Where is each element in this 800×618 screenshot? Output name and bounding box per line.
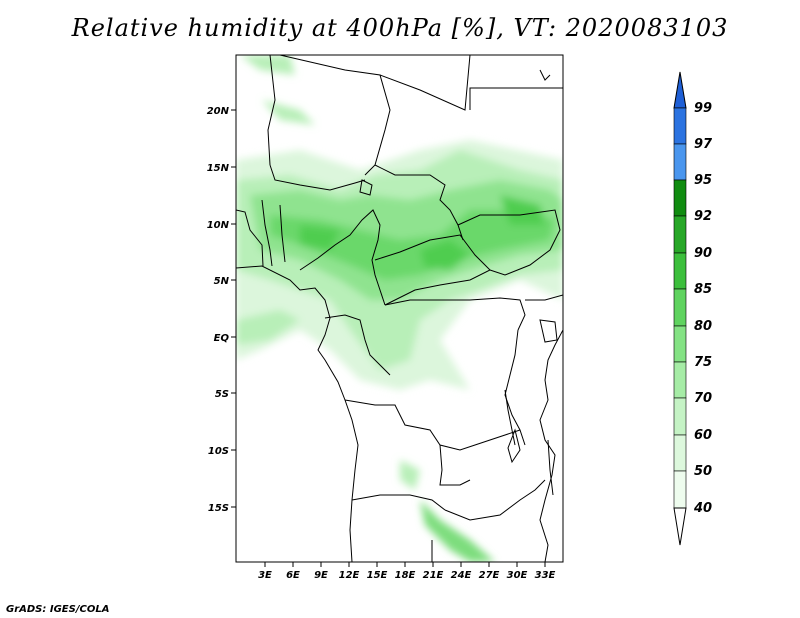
border-egypt-sudan: [469, 87, 563, 110]
lat-tick-label: 15S: [208, 503, 229, 514]
colorbar-label: 90: [694, 246, 712, 261]
colorbar-band: [673, 288, 687, 327]
lake-chad: [359, 179, 373, 196]
humidity-southeast-band: [420, 500, 495, 562]
colorbar-label: 40: [693, 501, 712, 516]
border-chad-sudan: [374, 164, 464, 241]
lake-victoria: [539, 319, 558, 343]
border-mali-niger: [267, 55, 276, 166]
border-zambia-zimbabwe: [444, 479, 546, 521]
colorbar-band: [673, 215, 687, 254]
lake-malawi: [547, 439, 554, 496]
border-west-coast: [236, 209, 264, 267]
border-ghana-togo: [261, 199, 273, 267]
humidity-southeast-band-2: [400, 460, 420, 490]
border-nigeria-cameroon: [299, 209, 386, 306]
border-drc-north: [384, 297, 526, 331]
lon-tick-label: 18E: [395, 570, 416, 581]
country-borders: [236, 55, 563, 562]
map-frame: [235, 54, 564, 563]
colorbar-label: 85: [694, 282, 712, 297]
lake-kyoga: [507, 428, 521, 464]
lon-axis: 3E 6E 9E 12E 15E 18E 21E 24E 27E 30E 33E: [258, 562, 556, 581]
humidity-band-80b: [500, 195, 545, 225]
humidity-top-patch-2: [262, 100, 315, 125]
grads-credit: GrADS: IGES/COLA: [6, 604, 110, 615]
humidity-band-80c: [300, 225, 340, 250]
lon-tick-label: 3E: [258, 570, 272, 581]
lon-tick-label: 21E: [423, 570, 444, 581]
colorbar-top-arrow: [673, 71, 687, 109]
lat-tick-label: EQ: [214, 333, 230, 344]
colorbar-label: 70: [694, 391, 712, 406]
border-congo-gabon: [324, 314, 391, 376]
colorbar-band: [673, 143, 687, 181]
colorbar-band: [673, 107, 687, 145]
colorbar-label: 75: [694, 355, 712, 370]
humidity-shading: [236, 55, 563, 562]
lon-tick-label: 12E: [339, 570, 360, 581]
border-benin: [279, 204, 286, 263]
colorbar-label: 99: [694, 101, 712, 116]
border-kenya-uganda: [525, 294, 563, 301]
colorbar-label: 50: [694, 464, 712, 479]
colorbar: 99 97 95 92 90 85 80 75 70 60 50 40: [673, 71, 713, 546]
lon-tick-label: 27E: [479, 570, 500, 581]
colorbar-band: [673, 397, 687, 436]
lat-tick-label: 20N: [207, 106, 230, 117]
lon-tick-label: 33E: [535, 570, 556, 581]
border-drc-east: [504, 329, 526, 446]
colorbar-label: 95: [694, 173, 712, 188]
colorbar-label: 80: [694, 319, 712, 334]
lon-tick-label: 30E: [507, 570, 528, 581]
colorbar-band: [673, 179, 687, 217]
colorbar-label: 97: [694, 137, 713, 152]
map-title: Relative humidity at 400hPa [%], VT: 202…: [71, 14, 729, 42]
humidity-band-70: [270, 210, 555, 280]
lat-tick-label: 15N: [207, 163, 230, 174]
colorbar-band: [673, 325, 687, 363]
humidity-band-80: [420, 240, 470, 270]
colorbar-band: [673, 361, 687, 399]
lon-tick-label: 9E: [314, 570, 328, 581]
lon-tick-label: 15E: [367, 570, 388, 581]
colorbar-label: 92: [694, 209, 712, 224]
lon-tick-label: 24E: [451, 570, 472, 581]
humidity-equator-band: [236, 310, 300, 345]
lat-tick-label: 5S: [215, 389, 229, 400]
lat-tick-label: 10S: [208, 446, 229, 457]
colorbar-label: 60: [694, 428, 712, 443]
lat-tick-label: 5N: [214, 276, 230, 287]
colorbar-band: [673, 470, 687, 509]
lake-tanganyika: [504, 389, 516, 446]
border-angola-namibia: [351, 494, 446, 511]
colorbar-band: [673, 252, 687, 290]
lat-axis: 20N 15N 10N 5N EQ 5S 10S 15S: [207, 106, 236, 514]
humidity-top-patch: [240, 55, 295, 75]
river-nile-north: [539, 69, 551, 81]
border-niger-nigeria: [269, 164, 366, 191]
colorbar-bottom-arrow: [673, 507, 687, 546]
border-angola-zambia: [439, 444, 471, 486]
lat-tick-label: 10N: [207, 220, 230, 231]
coastline-east: [539, 329, 563, 562]
border-libya-chad: [379, 55, 471, 111]
colorbar-band: [673, 434, 687, 472]
border-angola-drc: [344, 399, 521, 451]
coastline-west: [236, 265, 359, 562]
lon-tick-label: 6E: [286, 570, 300, 581]
border-south-sudan: [457, 209, 561, 276]
